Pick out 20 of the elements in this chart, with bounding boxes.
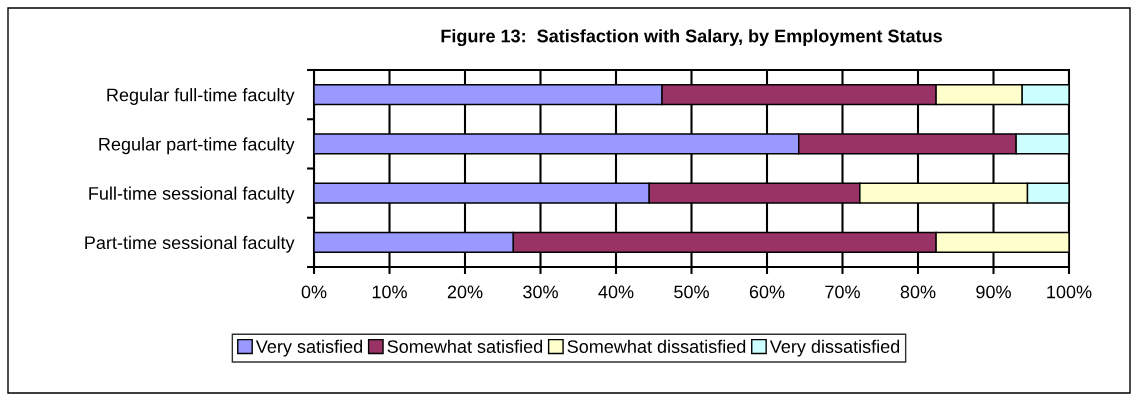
x-tick-label: 90%	[976, 285, 1011, 299]
y-tick-label: Full-time sessional faculty	[89, 186, 295, 204]
x-tick-label: 30%	[523, 285, 558, 299]
y-tick-label: Regular part-time faculty	[99, 137, 295, 155]
x-tick-label: 0%	[301, 285, 327, 299]
x-tick-label: 10%	[372, 285, 407, 299]
x-tick-label: 50%	[674, 285, 709, 299]
x-tick-label: 80%	[900, 285, 936, 299]
legend-label: Somewhat satisfied	[387, 339, 543, 353]
x-tick-label: 60%	[749, 285, 785, 299]
x-tick-label: 40%	[598, 285, 634, 299]
legend-label: Very satisfied	[255, 339, 363, 357]
y-tick-label: Part-time sessional faculty	[85, 235, 295, 253]
x-tick-label: 20%	[447, 285, 483, 299]
chart-title: Figure 13: Satisfaction with Salary, by Employment Status	[441, 29, 942, 47]
x-tick-label: 100%	[1047, 285, 1092, 299]
legend-label: Very dissatisfied	[769, 339, 900, 357]
y-tick-label: Regular full-time faculty	[107, 88, 295, 105]
x-tick-label: 70%	[825, 285, 860, 299]
legend-label: Somewhat dissatisfied	[567, 339, 746, 353]
